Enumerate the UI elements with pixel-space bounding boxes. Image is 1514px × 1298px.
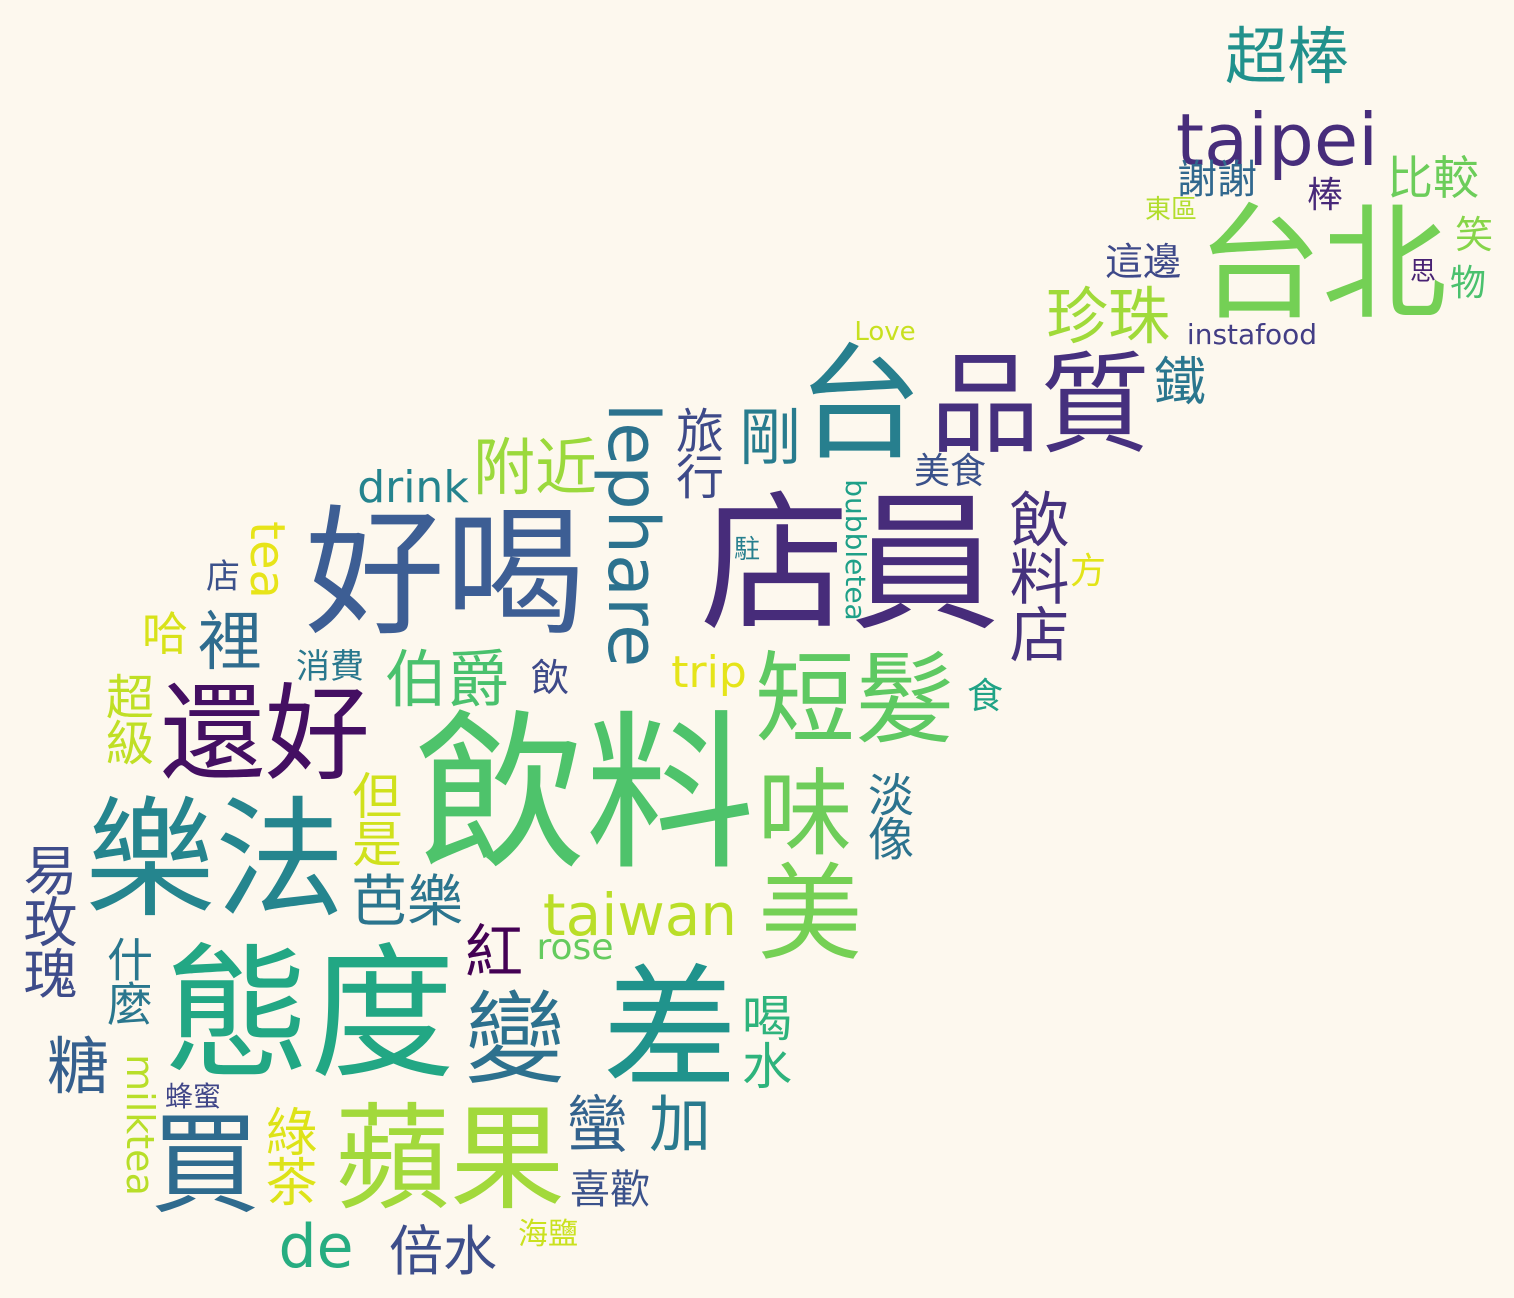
word-taidu: 態度 <box>165 930 455 1100</box>
word-yinliao: 飲料 <box>414 696 756 894</box>
word-jia: 加 <box>648 1088 712 1161</box>
word-xiexie: 謝謝 <box>1177 157 1257 203</box>
word-rose: rose <box>536 927 614 968</box>
word-danshi: 但是 <box>344 770 402 866</box>
word-danxiang: 淡像 <box>861 770 915 860</box>
word-wei: 味 <box>757 759 853 870</box>
word-bang: 棒 <box>1306 175 1344 216</box>
word-dongqu: 東區 <box>1144 195 1198 225</box>
word-haihao: 還好 <box>159 673 371 796</box>
word-shi: 食 <box>966 676 1004 717</box>
word-bijiao: 比較 <box>1387 151 1479 205</box>
word-dianyuan: 店員 <box>699 478 1001 652</box>
word-shenme: 什麼 <box>100 935 154 1025</box>
word-zhebian: 這邊 <box>1104 240 1182 284</box>
word-fujin: 附近 <box>472 431 598 504</box>
word-tang: 糖 <box>46 1030 110 1103</box>
word-bian: 變 <box>465 981 565 1098</box>
word-beishui: 倍水 <box>389 1220 497 1283</box>
word-pinzhi: 品質 <box>930 341 1150 469</box>
word-lephare: lephare <box>592 402 674 668</box>
word-trip: trip <box>671 647 747 698</box>
word-love: Love <box>854 317 916 347</box>
word-man: 蠻 <box>565 1088 629 1161</box>
word-haohe: 好喝 <box>304 493 586 656</box>
word-heshui: 喝水 <box>734 992 792 1088</box>
word-pingguo: 蘋果 <box>334 1092 566 1227</box>
word-xiao: 笑 <box>1454 213 1494 257</box>
word-si: 思 <box>1409 257 1437 287</box>
word-tai: 台 <box>797 332 923 478</box>
word-de: de <box>278 1212 354 1282</box>
word-gang: 剛 <box>738 401 802 474</box>
word-xiaofei: 消費 <box>296 647 364 687</box>
word-cha: 差 <box>602 951 738 1109</box>
word-xihuan: 喜歡 <box>570 1167 650 1213</box>
word-duanfa: 短髮 <box>755 641 955 758</box>
word-bale: 芭樂 <box>351 870 463 935</box>
word-bojue: 伯爵 <box>384 643 510 716</box>
word-hong: 紅 <box>464 918 524 986</box>
word-meishi: 美食 <box>913 451 987 492</box>
word-yimeigui: 易玫瑰 <box>14 842 77 998</box>
word-tie: 鐵 <box>1153 353 1207 413</box>
word-dian-small: 店 <box>206 557 240 597</box>
word-lvxing: 旅行 <box>667 405 723 499</box>
word-ha: 哈 <box>142 607 188 661</box>
word-zhu: 駐 <box>733 535 761 565</box>
word-yinliaodian: 飲料店 <box>999 488 1069 662</box>
word-taiwan: taiwan <box>542 881 738 949</box>
word-fengmi: 蜂蜜 <box>164 1080 222 1113</box>
word-mai: 買 <box>150 1101 260 1229</box>
word-haiyan: 海鹽 <box>518 1217 578 1252</box>
word-chaobang: 超棒 <box>1224 20 1350 93</box>
word-drink: drink <box>357 462 469 513</box>
word-li: 裡 <box>198 606 262 680</box>
word-chaoji: 超級 <box>97 671 153 765</box>
word-yin: 飲 <box>530 656 570 700</box>
word-instafood: instafood <box>1186 318 1318 351</box>
word-wu: 物 <box>1449 263 1487 304</box>
word-lvcha: 綠茶 <box>256 1105 316 1205</box>
word-taipei: taipei <box>1175 98 1379 182</box>
word-tea: tea <box>239 521 295 599</box>
word-bubbletea: bubbletea <box>839 479 872 621</box>
word-zhenzhu: 珍珠 <box>1045 280 1171 353</box>
word-milktea: milktea <box>118 1054 162 1196</box>
word-fang: 方 <box>1069 551 1107 592</box>
word-mei: 美 <box>757 853 863 976</box>
word-lefa: 樂法 <box>84 784 346 936</box>
word-taibei: 台北 <box>1197 192 1447 338</box>
